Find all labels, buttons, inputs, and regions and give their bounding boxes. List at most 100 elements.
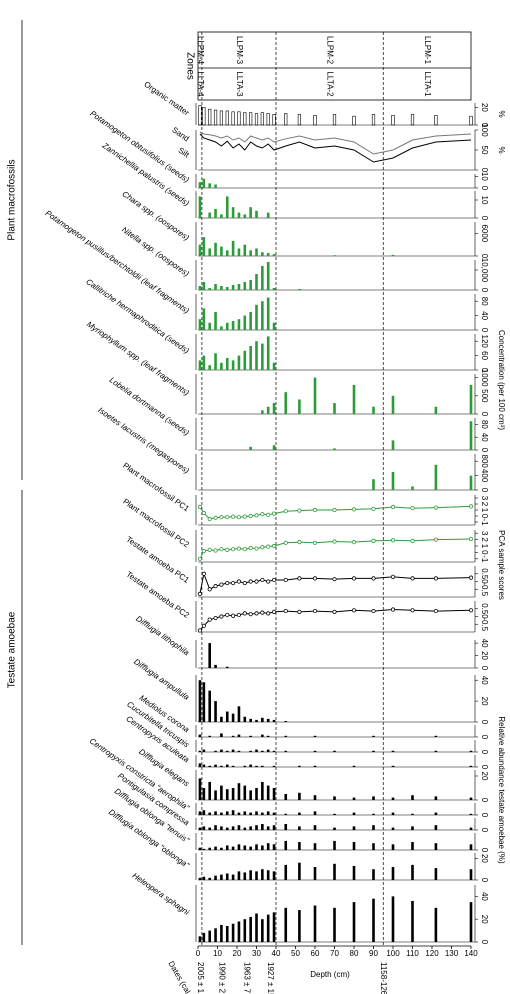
bar — [266, 843, 270, 850]
bar — [272, 765, 276, 767]
bar — [333, 840, 336, 850]
bar — [266, 297, 270, 330]
value-tick-label: 0 — [480, 488, 489, 493]
depth-tick-label: 130 — [445, 949, 459, 958]
bar — [266, 262, 270, 290]
bar — [214, 242, 217, 256]
bar — [231, 765, 235, 767]
zone-label: LLPM-3 — [235, 36, 244, 65]
point — [371, 538, 376, 543]
bar — [255, 274, 258, 290]
bar — [198, 286, 202, 290]
bar — [272, 750, 276, 752]
value-tick-label: 0 — [480, 412, 489, 417]
point — [312, 576, 318, 581]
point — [213, 584, 218, 589]
bar — [469, 384, 473, 414]
point — [351, 576, 357, 581]
point — [410, 576, 415, 581]
depth-tick-label: 70 — [330, 949, 339, 958]
point — [271, 543, 277, 549]
bar — [298, 792, 301, 800]
point — [351, 540, 357, 545]
point — [390, 504, 396, 510]
point — [260, 512, 265, 517]
point — [231, 547, 236, 552]
bar — [391, 765, 395, 767]
point — [266, 611, 271, 616]
bar — [434, 406, 438, 414]
bar — [202, 308, 206, 330]
point — [390, 538, 396, 543]
bar — [198, 182, 202, 188]
point — [219, 547, 224, 552]
depth-tick-label: 100 — [386, 949, 400, 958]
date-label: 1990 ± 2 • — [217, 962, 226, 994]
value-tick-label: 10 — [480, 196, 489, 205]
depth-tick-label: 50 — [291, 949, 300, 958]
bar — [237, 734, 241, 737]
bar — [243, 350, 247, 370]
point — [231, 613, 236, 618]
bar — [202, 282, 206, 290]
bar — [411, 826, 414, 830]
bar — [237, 706, 241, 722]
value-tick-label: 40 — [480, 433, 489, 442]
bar — [469, 421, 473, 450]
unit-label: % — [497, 146, 506, 153]
bar — [214, 664, 217, 668]
bar — [208, 288, 211, 290]
bar — [220, 246, 223, 256]
bar — [208, 248, 211, 256]
bar — [198, 360, 202, 370]
bar — [249, 846, 252, 850]
bar — [261, 266, 264, 290]
value-tick-label: 0 — [480, 368, 489, 373]
bar — [333, 863, 336, 880]
point — [219, 614, 224, 619]
bar — [255, 871, 258, 880]
bar — [243, 765, 247, 767]
depth-title: Depth (cm) — [310, 970, 350, 979]
bar — [391, 472, 395, 490]
value-tick-label: 40 — [480, 311, 489, 320]
bar — [243, 244, 247, 256]
value-tick-label: 0 — [480, 735, 489, 740]
point — [225, 580, 230, 586]
point — [283, 509, 288, 514]
bar — [255, 788, 258, 800]
point — [197, 504, 203, 510]
bar — [272, 362, 276, 370]
bar — [231, 788, 235, 800]
bar — [202, 876, 206, 880]
value-tick-label: 0 — [480, 940, 489, 945]
bar — [208, 735, 211, 737]
bar — [225, 110, 229, 126]
bar — [434, 115, 438, 126]
bar — [284, 113, 288, 126]
depth-tick-label: 90 — [369, 949, 378, 958]
bar — [198, 877, 202, 880]
bar — [434, 796, 438, 800]
bar — [284, 392, 288, 414]
bar — [272, 445, 276, 450]
point — [283, 577, 288, 583]
depth-tick-label: 10 — [213, 949, 222, 958]
bar — [391, 440, 395, 450]
value-tick-label: 80 — [480, 420, 489, 429]
point — [371, 506, 376, 511]
bar — [220, 286, 223, 290]
bar — [313, 115, 317, 126]
point — [231, 580, 236, 586]
bar — [272, 788, 276, 800]
bar — [225, 764, 229, 767]
bar — [272, 719, 276, 722]
value-tick-label: 0 — [480, 750, 489, 755]
bar — [261, 410, 264, 414]
bar — [255, 825, 258, 830]
bar — [225, 873, 229, 880]
point — [225, 612, 230, 618]
point — [433, 608, 438, 614]
bar — [272, 871, 276, 880]
